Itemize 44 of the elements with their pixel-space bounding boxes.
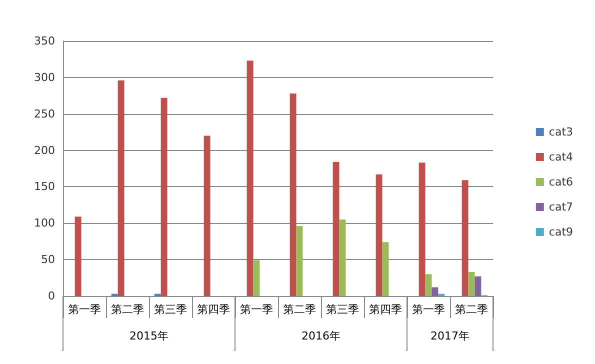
bar: [382, 242, 389, 296]
x-tick-label: 第三季: [154, 303, 187, 316]
bar: [425, 274, 432, 296]
text: 2016年: [302, 330, 340, 342]
x-tick-label: 第二季: [283, 303, 316, 316]
bar: [118, 80, 124, 296]
bar: [296, 226, 303, 296]
legend-label: cat7: [548, 200, 574, 214]
bar: [418, 162, 426, 296]
legend-label: cat9: [548, 226, 574, 238]
bar: [253, 260, 260, 296]
x-tick-label: 第一季: [240, 303, 273, 316]
bar: [339, 220, 346, 296]
x-tick-label: 第一季: [412, 303, 445, 316]
x-tick-label: 第二季: [111, 303, 144, 316]
x-tick-label: 第四季: [369, 303, 402, 316]
bar: [462, 180, 468, 296]
y-tick-label: 250: [34, 107, 55, 120]
bar: [332, 162, 340, 296]
y-tick-label: 50: [41, 253, 55, 266]
legend-label: cat4: [548, 150, 574, 164]
bar: [474, 276, 482, 296]
bar: [290, 93, 296, 296]
x-tick-label: 第四季: [197, 303, 230, 316]
bar: [468, 272, 475, 296]
x-tick-label: 第三季: [326, 303, 359, 316]
text: 2017年: [430, 330, 470, 342]
y-tick-label: 300: [34, 70, 55, 84]
y-tick-label: 150: [34, 180, 55, 194]
x-tick-label: 第一季: [68, 303, 101, 316]
bar: [74, 216, 82, 296]
x-tick-label: 第二季: [455, 303, 488, 316]
bar: [204, 136, 210, 296]
y-tick-label: 100: [34, 216, 55, 230]
text: 2015年: [130, 330, 168, 342]
bar: [432, 287, 438, 296]
y-tick-label: 0: [48, 290, 55, 302]
legend-label: cat3: [548, 126, 574, 138]
y-tick-label: 200: [34, 144, 55, 157]
bar: [376, 174, 382, 296]
bar: [246, 60, 254, 296]
y-tick-label: 350: [34, 34, 55, 48]
bar: [160, 98, 168, 296]
legend-label: cat6: [548, 176, 574, 188]
